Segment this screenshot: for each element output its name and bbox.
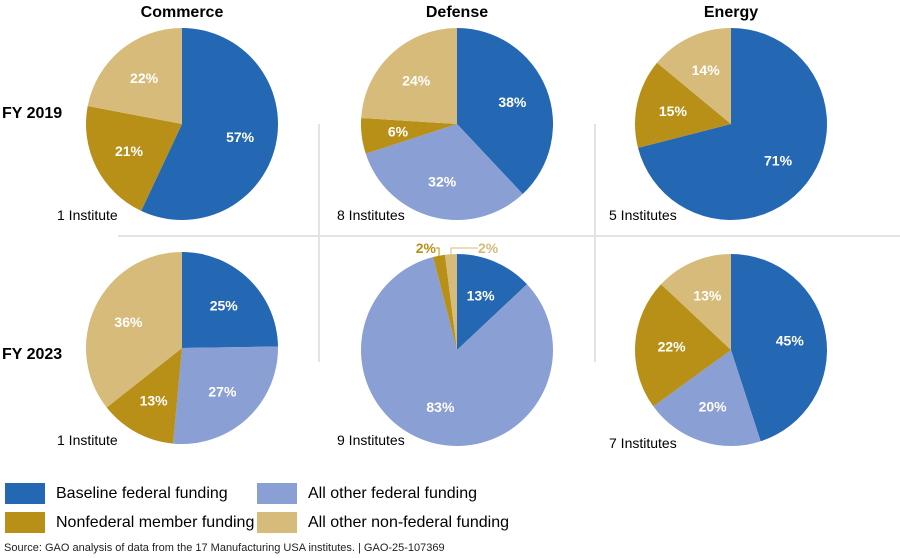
- slice-label: 22%: [130, 70, 159, 86]
- legend-swatch: [257, 483, 297, 504]
- row-title-fy2023: FY 2023: [2, 346, 63, 363]
- pie-slice-other-nonfederal: [86, 252, 182, 408]
- slice-label: 13%: [693, 287, 722, 303]
- slice-label: 36%: [114, 314, 143, 330]
- legend-label: Nonfederal member funding: [56, 513, 255, 531]
- slice-label: 15%: [659, 103, 688, 119]
- legend-nonfederal-member: Nonfederal member funding: [5, 512, 254, 533]
- institute-count: 1 Institute: [57, 207, 118, 223]
- pie-slice-other-federal: [173, 346, 279, 444]
- pie-slice-nonfederal-member: [635, 62, 731, 148]
- legend-baseline-federal: Baseline federal funding: [5, 483, 228, 504]
- pie-slice-nonfederal-member: [433, 254, 457, 350]
- pie-slice-baseline-federal: [182, 252, 278, 348]
- pie-slice-baseline-federal: [731, 254, 828, 442]
- slice-label: 2%: [478, 240, 499, 256]
- pie-slice-baseline-federal: [638, 28, 827, 220]
- legend-label: Baseline federal funding: [56, 484, 228, 502]
- slice-label: 27%: [208, 384, 237, 400]
- legend-swatch: [5, 512, 45, 533]
- slice-label: 38%: [498, 94, 527, 110]
- institute-count: 5 Institutes: [609, 207, 677, 223]
- pie-slice-other-nonfederal: [657, 28, 731, 124]
- column-title-energy: Energy: [703, 4, 759, 21]
- legend-label: All other federal funding: [308, 484, 477, 502]
- column-title-commerce: Commerce: [140, 4, 224, 21]
- institute-count: 9 Institutes: [337, 432, 405, 448]
- slice-label: 22%: [658, 338, 687, 354]
- slice-label: 13%: [467, 287, 496, 303]
- slice-label: 2%: [416, 240, 437, 256]
- pie-slice-other-federal: [365, 124, 523, 221]
- pie-slice-baseline-federal: [141, 28, 278, 221]
- institute-count: 8 Institutes: [337, 207, 405, 223]
- source-note: Source: GAO analysis of data from the 17…: [4, 542, 445, 554]
- slice-label: 25%: [210, 298, 239, 314]
- slice-label: 21%: [115, 143, 144, 159]
- pie-slice-other-nonfederal: [661, 254, 731, 350]
- slice-label: 57%: [226, 129, 255, 145]
- column-title-defense: Defense: [425, 4, 489, 21]
- slice-label: 24%: [402, 73, 431, 89]
- pie-slice-other-nonfederal: [87, 28, 182, 124]
- pie-slice-nonfederal-member: [635, 284, 731, 407]
- legend-other-federal: All other federal funding: [257, 483, 477, 504]
- callout-line: [450, 247, 478, 255]
- pie-slice-nonfederal-member: [86, 106, 182, 211]
- pie-slice-baseline-federal: [457, 254, 527, 350]
- pie-slice-nonfederal-member: [106, 348, 182, 444]
- slice-label: 20%: [699, 399, 728, 415]
- row-title-fy2019: FY 2019: [2, 105, 63, 122]
- pie-slice-other-federal: [653, 350, 761, 446]
- slice-label: 6%: [388, 123, 409, 139]
- slice-label: 13%: [140, 392, 169, 408]
- legend-other-nonfederal: All other non-federal funding: [257, 512, 509, 533]
- institute-count: 7 Institutes: [609, 435, 677, 451]
- institute-count: 1 Institute: [57, 432, 118, 448]
- callout-line: [436, 247, 440, 256]
- slice-label: 14%: [692, 62, 721, 78]
- slice-label: 32%: [428, 174, 457, 190]
- legend-swatch: [5, 483, 45, 504]
- pie-slice-nonfederal-member: [360, 117, 457, 154]
- legend-swatch: [257, 512, 297, 533]
- pie-slice-other-federal: [361, 257, 553, 446]
- pie-slice-other-nonfederal: [361, 28, 457, 124]
- legend-label: All other non-federal funding: [308, 513, 510, 531]
- pie-slice-baseline-federal: [457, 28, 554, 194]
- slice-label: 45%: [776, 333, 805, 349]
- pie-slice-other-nonfederal: [444, 254, 457, 350]
- slice-label: 83%: [426, 399, 455, 415]
- slice-label: 71%: [764, 152, 793, 168]
